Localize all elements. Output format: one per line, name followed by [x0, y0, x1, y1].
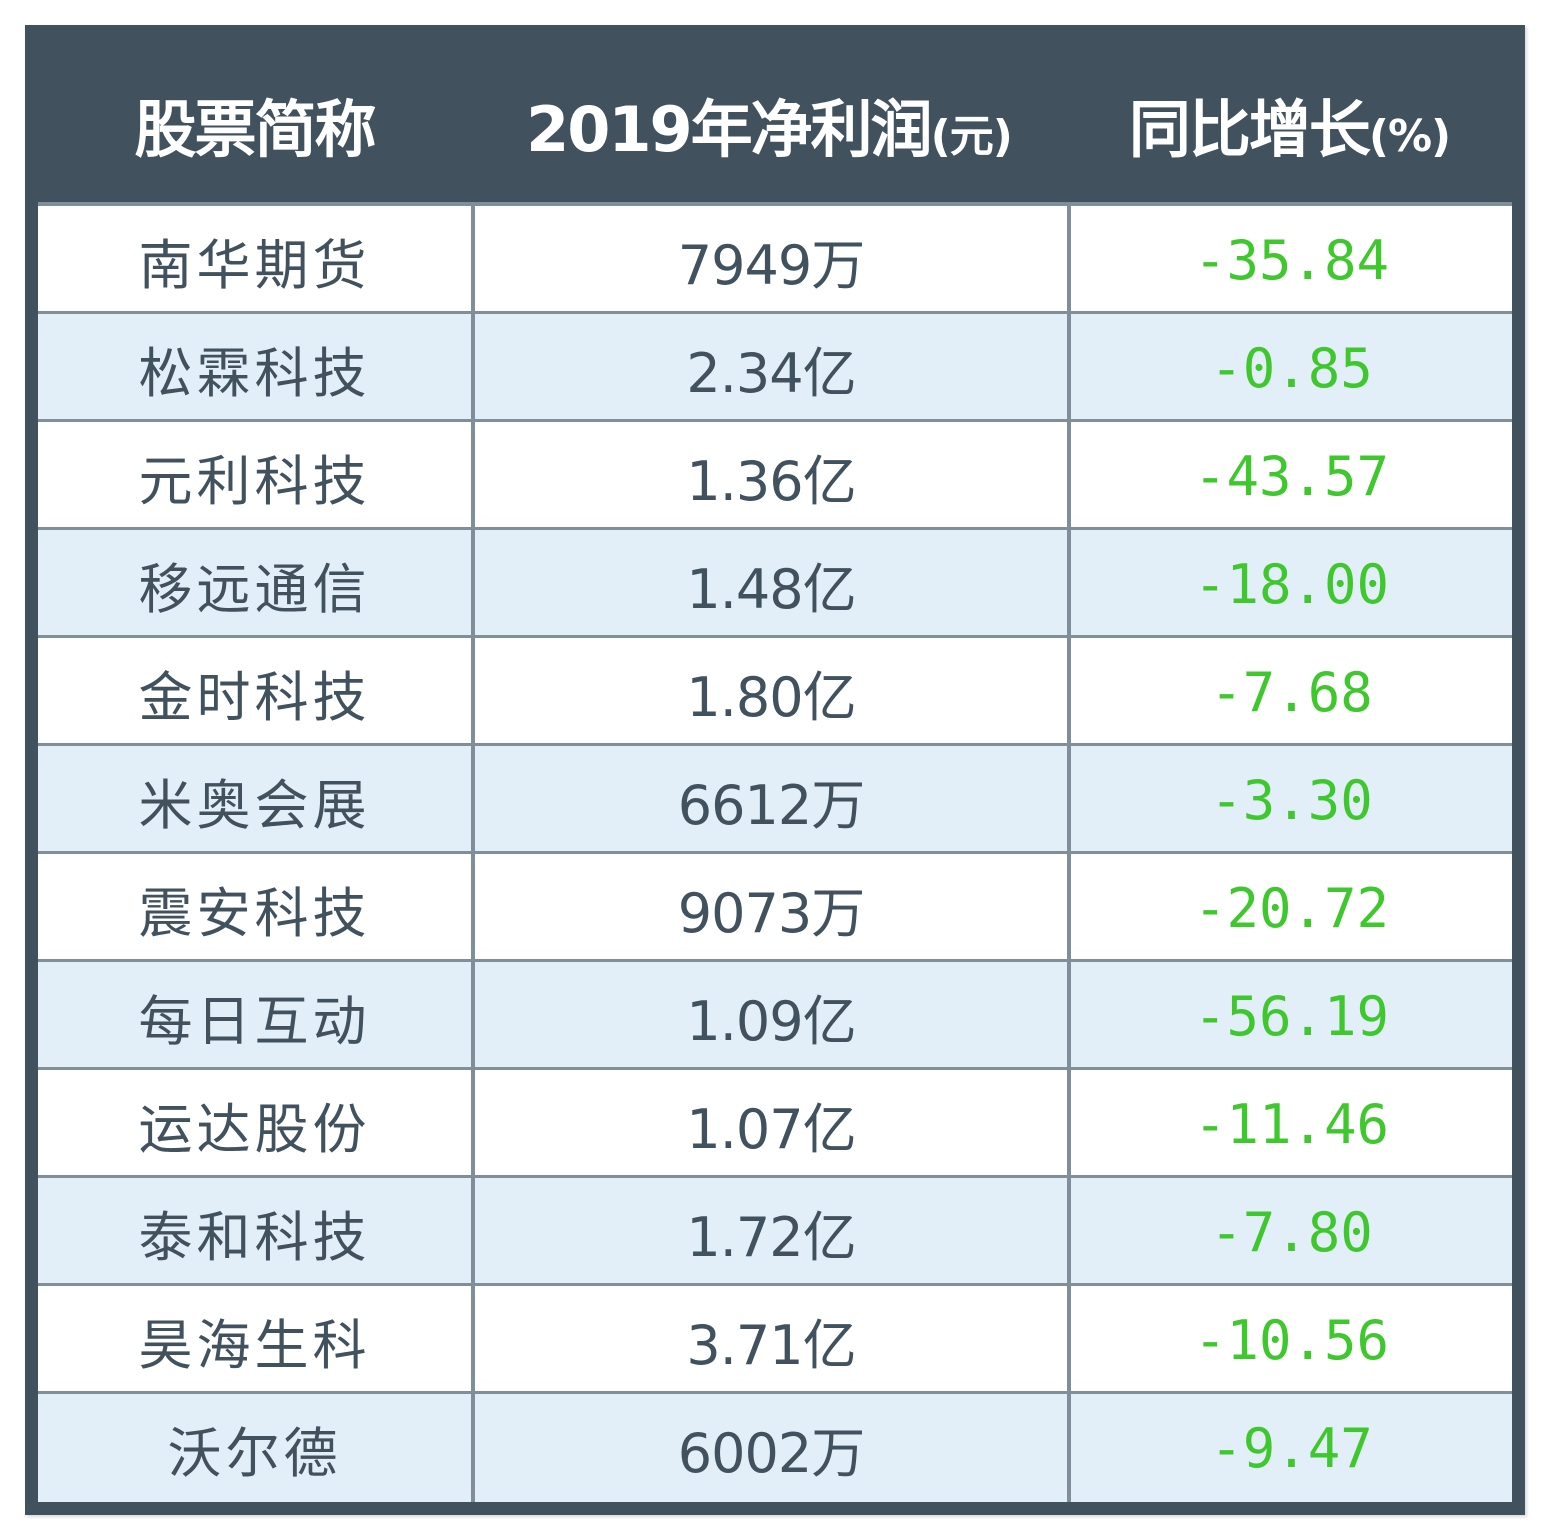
- table-header: 股票简称 2019年净利润(元) 同比增长(%): [25, 25, 1525, 202]
- cell-net-profit: 2.34亿: [686, 341, 856, 405]
- table-frame: 股票简称 2019年净利润(元) 同比增长(%) 南华期货 7949万 -35.84…: [25, 25, 1525, 1515]
- row-divider: [38, 635, 1512, 640]
- cell-yoy-growth: -7.68: [1210, 660, 1373, 724]
- table-row: 每日互动 1.09亿 -56.19: [38, 962, 1512, 1070]
- table-row: 元利科技 1.36亿 -43.57: [38, 422, 1512, 530]
- cell-stock-name: 泰和科技: [138, 1205, 371, 1269]
- row-divider: [38, 1067, 1512, 1072]
- cell-yoy-growth: -56.19: [1193, 984, 1390, 1048]
- cell-yoy-growth: -18.00: [1193, 552, 1390, 616]
- table-row: 米奥会展 6612万 -3.30: [38, 746, 1512, 854]
- column-header-yoy-growth: 同比增长(%): [1067, 79, 1512, 169]
- table-row: 金时科技 1.80亿 -7.68: [38, 638, 1512, 746]
- table-row: 泰和科技 1.72亿 -7.80: [38, 1178, 1512, 1286]
- column-header-label: 2019年净利润: [526, 93, 933, 166]
- cell-net-profit: 1.72亿: [686, 1205, 856, 1269]
- cell-yoy-growth: -3.30: [1210, 768, 1373, 832]
- cell-stock-name: 米奥会展: [138, 773, 371, 837]
- cell-net-profit: 6002万: [677, 1421, 865, 1485]
- table-row: 震安科技 9073万 -20.72: [38, 854, 1512, 962]
- table-row: 南华期货 7949万 -35.84: [38, 206, 1512, 314]
- row-divider: [38, 743, 1512, 748]
- table-row: 移远通信 1.48亿 -18.00: [38, 530, 1512, 638]
- cell-net-profit: 1.09亿: [686, 989, 856, 1053]
- cell-stock-name: 南华期货: [138, 233, 371, 297]
- row-divider: [38, 1175, 1512, 1180]
- row-divider: [38, 527, 1512, 532]
- cell-net-profit: 1.48亿: [686, 557, 856, 621]
- table-row: 沃尔德 6002万 -9.47: [38, 1394, 1512, 1502]
- cell-net-profit: 9073万: [677, 881, 865, 945]
- table-row: 松霖科技 2.34亿 -0.85: [38, 314, 1512, 422]
- cell-net-profit: 7949万: [677, 233, 865, 297]
- cell-net-profit: 1.36亿: [686, 449, 856, 513]
- row-divider: [38, 959, 1512, 964]
- cell-yoy-growth: -11.46: [1193, 1092, 1390, 1156]
- table-row: 昊海生科 3.71亿 -10.56: [38, 1286, 1512, 1394]
- row-divider: [38, 851, 1512, 856]
- column-header-label: 同比增长: [1128, 93, 1371, 166]
- cell-net-profit: 6612万: [677, 773, 865, 837]
- row-divider: [38, 311, 1512, 316]
- cell-stock-name: 金时科技: [138, 665, 371, 729]
- column-divider: [471, 202, 475, 1502]
- table-row: 运达股份 1.07亿 -11.46: [38, 1070, 1512, 1178]
- cell-net-profit: 1.80亿: [686, 665, 856, 729]
- header-divider: [38, 202, 1512, 206]
- cell-stock-name: 震安科技: [138, 881, 371, 945]
- row-divider: [38, 419, 1512, 424]
- column-divider: [1067, 202, 1071, 1502]
- cell-stock-name: 昊海生科: [138, 1313, 371, 1377]
- cell-yoy-growth: -35.84: [1193, 228, 1390, 292]
- table-body: 南华期货 7949万 -35.84 松霖科技 2.34亿 -0.85 元利科技 1.36亿 -4…: [38, 202, 1512, 1502]
- cell-net-profit: 3.71亿: [686, 1313, 856, 1377]
- column-header-unit: (元): [930, 111, 1013, 162]
- cell-stock-name: 运达股份: [138, 1097, 371, 1161]
- cell-stock-name: 松霖科技: [138, 341, 371, 405]
- cell-yoy-growth: -43.57: [1193, 444, 1390, 508]
- cell-net-profit: 1.07亿: [686, 1097, 856, 1161]
- cell-yoy-growth: -9.47: [1210, 1416, 1373, 1480]
- column-header-stock-name: 股票简称: [38, 79, 471, 169]
- cell-yoy-growth: -20.72: [1193, 876, 1390, 940]
- row-divider: [38, 1391, 1512, 1396]
- row-divider: [38, 1283, 1512, 1288]
- column-header-label: 股票简称: [134, 93, 376, 166]
- column-header-net-profit: 2019年净利润(元): [471, 79, 1067, 169]
- cell-yoy-growth: -7.80: [1210, 1200, 1373, 1264]
- cell-stock-name: 元利科技: [138, 449, 371, 513]
- cell-stock-name: 沃尔德: [167, 1421, 342, 1485]
- cell-yoy-growth: -0.85: [1210, 336, 1373, 400]
- column-header-unit: (%): [1368, 111, 1451, 162]
- cell-stock-name: 每日互动: [138, 989, 371, 1053]
- cell-stock-name: 移远通信: [138, 557, 371, 621]
- cell-yoy-growth: -10.56: [1193, 1308, 1390, 1372]
